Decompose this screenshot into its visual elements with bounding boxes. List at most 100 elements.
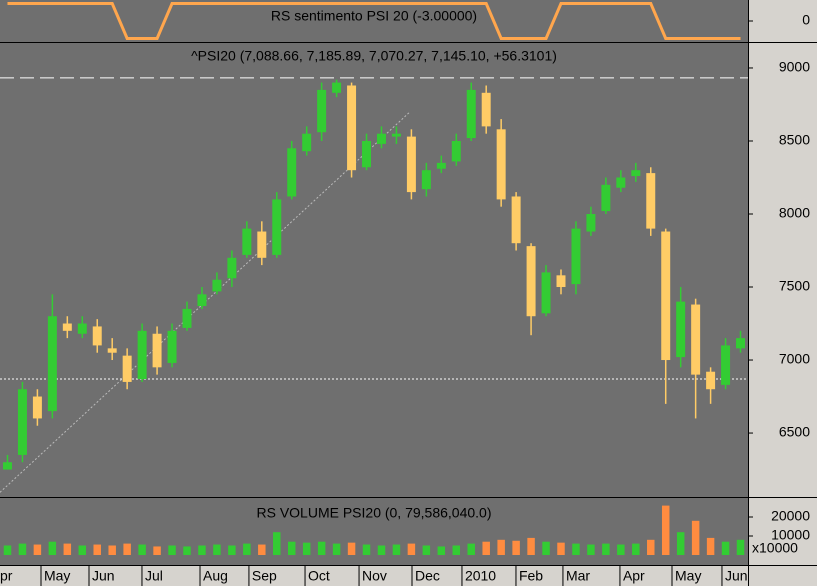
- volume-title: RS VOLUME PSI20 (0, 79,586,040.0): [256, 505, 491, 521]
- volume-bar: [18, 543, 27, 555]
- x-tick-label: pr: [0, 568, 13, 584]
- volume-bar: [108, 545, 116, 555]
- candle-body: [496, 129, 506, 200]
- sentiment-line: [7, 1, 741, 40]
- volume-bar: [48, 541, 57, 555]
- candle-body: [631, 170, 641, 177]
- volume-bar: [168, 545, 176, 555]
- candle-body: [332, 82, 342, 93]
- candle-body: [541, 272, 551, 314]
- volume-bar: [706, 537, 715, 555]
- candle-body: [601, 184, 611, 212]
- volume-bar: [287, 541, 296, 555]
- volume-bar: [527, 537, 535, 555]
- candle-body: [721, 345, 731, 385]
- candle-body: [272, 199, 282, 255]
- y-tick-label: 0: [802, 12, 810, 28]
- candle-body: [362, 140, 372, 168]
- volume-bar: [377, 545, 386, 555]
- candle-body: [167, 330, 177, 363]
- volume-bar: [407, 543, 416, 555]
- volume-bar: [676, 532, 685, 555]
- x-tick-label: Feb: [519, 568, 543, 584]
- volume-bar: [392, 544, 401, 555]
- x-tick-label: Aug: [203, 568, 228, 584]
- candle-body: [62, 323, 72, 331]
- volume-bar: [317, 541, 326, 555]
- candle-body: [661, 231, 671, 361]
- y-tick-label: 8500: [779, 132, 810, 148]
- candle-body: [227, 257, 237, 279]
- candle-body: [302, 133, 312, 152]
- candle-body: [451, 140, 461, 162]
- volume-bar: [3, 545, 12, 555]
- candle-body: [107, 348, 117, 353]
- price-title: ^PSI20 (7,088.66, 7,185.89, 7,070.27, 7,…: [191, 48, 557, 64]
- candle-body: [2, 462, 12, 470]
- x-tick-label: Jun: [725, 568, 748, 584]
- candle-body: [32, 396, 42, 419]
- volume-bar: [452, 545, 461, 555]
- candle-body: [242, 228, 252, 255]
- volume-bar: [467, 543, 475, 555]
- candle-body: [257, 231, 267, 258]
- candle-body: [182, 308, 192, 328]
- volume-unit-label: x10000: [752, 540, 798, 556]
- candle-body: [436, 162, 446, 169]
- volume-bar: [63, 543, 72, 555]
- candle-body: [122, 355, 132, 382]
- volume-bar: [691, 520, 700, 555]
- volume-bar: [542, 541, 550, 555]
- x-tick-label: Dec: [415, 568, 440, 584]
- volume-bar: [78, 545, 87, 555]
- volume-bar: [661, 505, 670, 555]
- y-tick-label: 20000: [771, 508, 810, 524]
- candle-body: [571, 228, 581, 285]
- volume-bar: [153, 546, 161, 555]
- volume-bar: [138, 544, 146, 555]
- x-tick-label: 2010: [465, 568, 496, 584]
- volume-bar: [422, 545, 431, 555]
- candle-body: [287, 148, 297, 197]
- volume-bar: [482, 541, 490, 555]
- volume-bar: [362, 544, 371, 555]
- x-tick-label: May: [675, 568, 701, 584]
- volume-bar: [347, 542, 356, 555]
- candle-body: [152, 333, 162, 368]
- candle-body: [691, 304, 701, 375]
- volume-bar: [302, 542, 311, 555]
- volume-bar: [617, 544, 625, 555]
- candle-body: [526, 246, 536, 317]
- volume-bar: [258, 544, 266, 555]
- x-tick-label: Oct: [308, 568, 330, 584]
- volume-bar: [512, 540, 520, 555]
- y-tick-label: 7500: [779, 278, 810, 294]
- candle-body: [347, 85, 357, 171]
- y-tick-label: 6500: [779, 424, 810, 440]
- candle-body: [736, 338, 746, 349]
- candle-body: [466, 89, 476, 139]
- candle-body: [137, 330, 147, 380]
- volume-bar: [721, 541, 730, 555]
- volume-bar: [93, 544, 101, 555]
- x-tick-label: Sep: [252, 568, 277, 584]
- candle-body: [17, 389, 27, 455]
- x-tick-label: Jun: [92, 568, 115, 584]
- volume-bar: [243, 543, 251, 555]
- time-axis-background: [0, 565, 748, 586]
- candle-body: [406, 136, 416, 193]
- volume-bar: [602, 543, 610, 555]
- candle-body: [586, 213, 596, 232]
- candle-body: [556, 275, 566, 288]
- candle-body: [676, 301, 686, 358]
- volume-bar: [332, 543, 341, 555]
- volume-bar: [736, 539, 745, 555]
- volume-bar: [213, 544, 221, 555]
- candle-body: [47, 316, 57, 412]
- candle-body: [212, 279, 222, 292]
- volume-bar: [632, 543, 640, 555]
- candle-body: [481, 92, 491, 127]
- volume-bar: [123, 543, 131, 555]
- sentiment-title: RS sentimento PSI 20 (-3.00000): [271, 8, 477, 24]
